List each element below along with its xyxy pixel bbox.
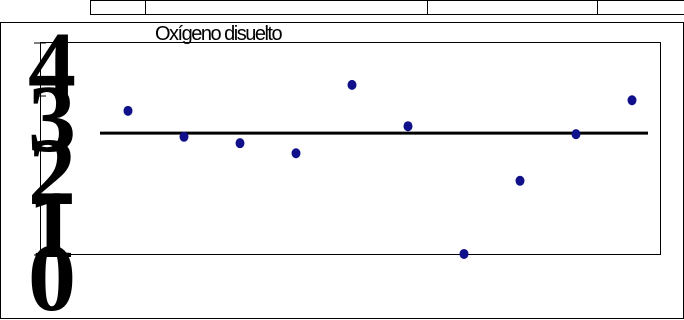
point — [235, 138, 245, 149]
point — [403, 121, 413, 132]
point — [515, 175, 525, 186]
y-tick-label: 3 — [28, 65, 76, 172]
y-tick-label: 1 — [28, 171, 76, 278]
point — [123, 105, 133, 116]
y-tick-label: 4 — [28, 12, 76, 119]
plot-frame — [40, 42, 661, 255]
point — [459, 248, 469, 259]
point — [571, 129, 581, 140]
chart-title: Oxígeno disuelto — [155, 23, 282, 45]
y-tick-label: 2 — [28, 118, 76, 225]
point — [627, 95, 637, 106]
point — [347, 79, 357, 90]
point — [291, 148, 301, 159]
point — [179, 131, 189, 142]
y-tick-label: 0 — [28, 224, 76, 320]
